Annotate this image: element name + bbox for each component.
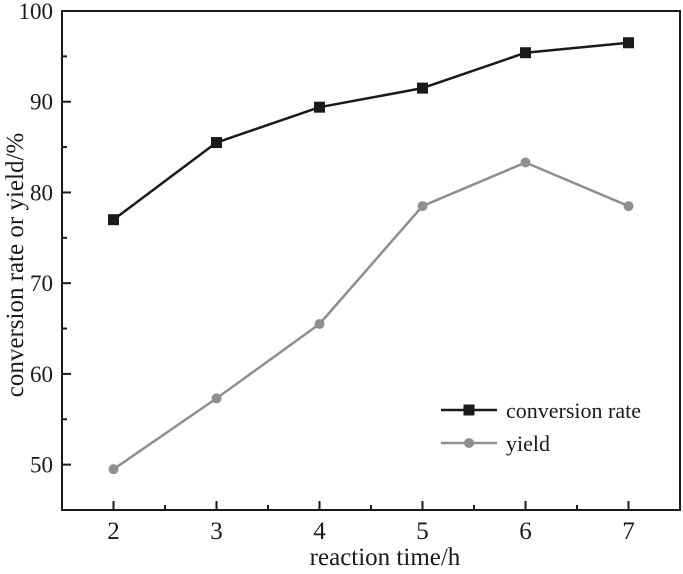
series-line-conversion-rate [112, 41, 629, 221]
series-line-yield [112, 161, 629, 471]
x-tick-label: 6 [519, 518, 532, 545]
data-point-marker-yield [108, 464, 119, 475]
x-tick-label: 5 [416, 518, 429, 545]
data-point-marker-yield [623, 201, 634, 212]
y-tick-label: 60 [30, 362, 53, 387]
x-tick-label: 4 [313, 518, 326, 545]
y-axis-title: conversion rate or yield/% [2, 133, 29, 398]
legend-marker [464, 438, 474, 448]
data-point-marker-conversion-rate [623, 37, 634, 49]
legend: conversion rate yield [441, 398, 641, 456]
data-point-marker-yield [314, 319, 325, 330]
legend-label: conversion rate [506, 398, 641, 423]
data-point-marker-conversion-rate [314, 101, 325, 113]
data-point-marker-conversion-rate [211, 137, 222, 149]
legend-label: yield [506, 431, 550, 456]
data-point-marker-conversion-rate [108, 214, 119, 226]
data-point-marker-conversion-rate [417, 82, 428, 94]
data-point-marker-conversion-rate [520, 47, 531, 59]
plot-frame [61, 10, 681, 511]
x-axis-title: reaction time/h [310, 544, 461, 571]
y-tick-label: 50 [30, 453, 53, 478]
data-point-marker-yield [520, 157, 531, 168]
y-tick-label: 70 [30, 271, 53, 296]
data-point-marker-yield [211, 393, 222, 404]
x-tick-label: 3 [210, 518, 223, 545]
x-tick-label: 2 [107, 518, 120, 545]
legend-marker [463, 404, 475, 416]
y-tick-label: 80 [30, 180, 53, 205]
y-tick-label: 90 [30, 90, 53, 115]
data-point-marker-yield [417, 201, 428, 212]
x-tick-label: 7 [622, 518, 635, 545]
y-tick-label: 100 [19, 0, 54, 24]
